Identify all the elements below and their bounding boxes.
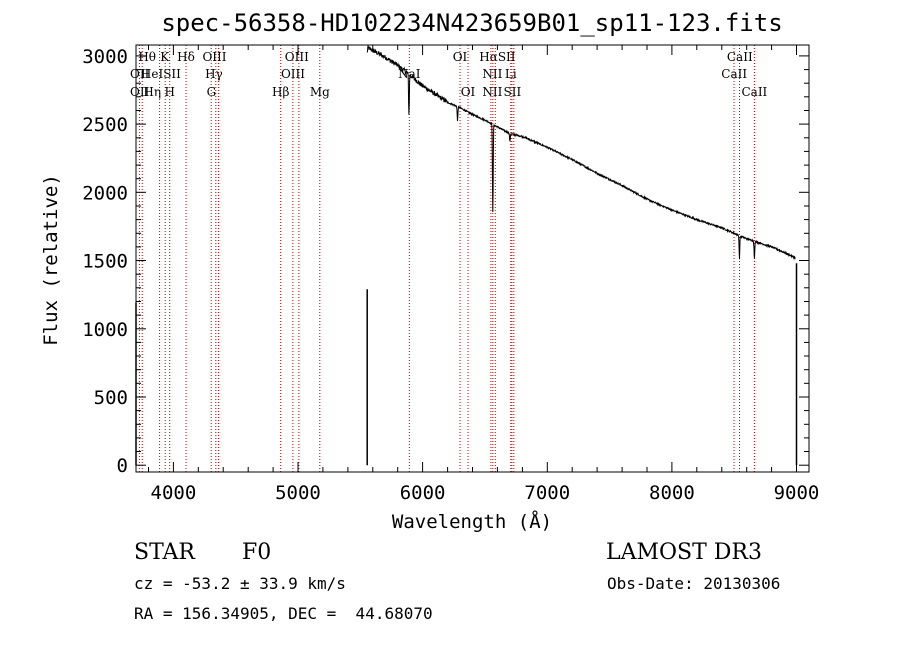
line-label: Hβ	[272, 85, 289, 99]
line-label: H	[164, 85, 174, 99]
y-axis: 0 500 1000 1500 2000 2500 3000	[82, 46, 809, 477]
line-label: Li	[505, 67, 517, 81]
coordinates: RA = 156.34905, DEC = 44.68070	[134, 604, 433, 623]
x-tick-label: 9000	[774, 482, 820, 504]
line-label: NII	[482, 85, 502, 99]
line-label: CaII	[721, 67, 747, 81]
x-tick-label: 4000	[151, 482, 197, 504]
spectrum-line	[366, 45, 796, 261]
object-class: STAR	[134, 540, 195, 565]
y-tick-label: 2500	[82, 114, 128, 136]
line-label: OII	[130, 67, 150, 81]
x-tick-label: 5000	[275, 482, 321, 504]
redshift-velocity: cz = -53.2 ± 33.9 km/s	[134, 574, 346, 593]
line-label: OII	[130, 85, 150, 99]
y-tick-label: 1000	[82, 319, 128, 341]
line-label: HαSII	[479, 50, 516, 64]
line-label: Hδ	[177, 50, 195, 64]
x-tick-label: 8000	[649, 482, 695, 504]
x-axis: 4000 5000 6000 7000 8000 9000	[148, 45, 820, 504]
y-tick-label: 2000	[82, 182, 128, 204]
observation-date: Obs-Date: 20130306	[607, 574, 781, 593]
plot-frame	[135, 44, 810, 473]
line-label: Mg	[310, 85, 330, 99]
line-label: OIII	[281, 67, 305, 81]
line-label: G	[207, 85, 217, 99]
line-label: NaI	[398, 67, 421, 81]
line-label: K	[160, 50, 170, 64]
line-label: CaII	[727, 50, 753, 64]
line-label: OI	[453, 50, 468, 64]
line-label: Hη	[143, 85, 161, 99]
line-label: Hγ	[205, 67, 223, 81]
chart-title: spec-56358-HD102234N423659B01_sp11-123.f…	[161, 9, 782, 37]
line-label: NII	[482, 67, 502, 81]
line-label: CaII	[741, 85, 767, 99]
y-tick-label: 3000	[82, 46, 128, 68]
spectrum-chart: spec-56358-HD102234N423659B01_sp11-123.f…	[40, 9, 820, 533]
survey-name: LAMOST DR3	[606, 540, 762, 565]
x-tick-label: 6000	[400, 482, 446, 504]
line-markers	[138, 45, 755, 472]
spectrum-series	[135, 45, 798, 466]
x-axis-label: Wavelength (Å)	[392, 510, 552, 533]
line-label: HeISII	[141, 67, 181, 81]
y-tick-label: 0	[117, 455, 128, 477]
line-label: OIII	[202, 50, 226, 64]
y-axis-label: Flux (relative)	[40, 174, 62, 346]
line-label: OIII	[285, 50, 309, 64]
line-label: SII	[504, 85, 522, 99]
line-label: OI	[461, 85, 476, 99]
y-tick-label: 1500	[82, 251, 128, 273]
y-tick-label: 500	[94, 387, 128, 409]
x-tick-label: 7000	[524, 482, 570, 504]
line-label: Hθ	[138, 50, 156, 64]
object-subclass: F0	[242, 540, 272, 565]
